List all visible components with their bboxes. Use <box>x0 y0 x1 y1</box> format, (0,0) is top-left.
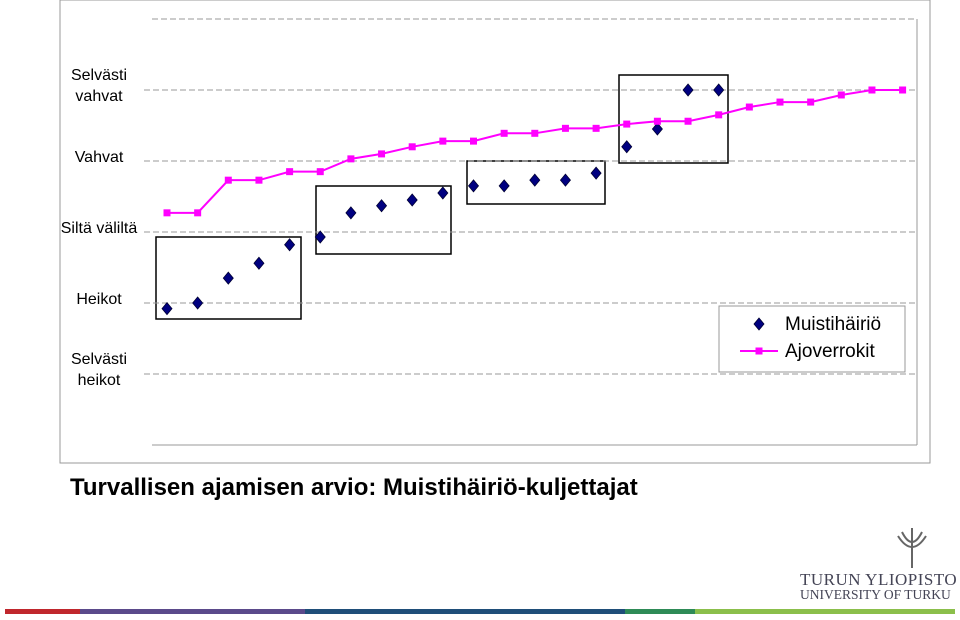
point <box>592 124 600 132</box>
point <box>561 124 569 132</box>
point <box>590 166 602 180</box>
point <box>376 199 388 213</box>
y-tick-label: Selvästi heikot <box>70 351 128 389</box>
point <box>837 91 845 99</box>
point <box>651 122 663 136</box>
point <box>163 209 171 217</box>
point <box>314 230 326 244</box>
point <box>715 111 723 119</box>
point <box>222 271 234 285</box>
point <box>437 186 449 200</box>
highlight-box <box>618 74 729 164</box>
point <box>653 117 661 125</box>
legend-marker <box>753 317 765 331</box>
y-tick-label: Siltä väliltä <box>60 219 138 237</box>
highlight-box <box>315 185 452 255</box>
point <box>316 168 324 176</box>
point <box>776 98 784 106</box>
series-line <box>167 89 903 214</box>
point <box>899 86 907 94</box>
point <box>406 193 418 207</box>
chart-frame <box>59 0 931 464</box>
point <box>713 83 725 97</box>
point <box>194 209 202 217</box>
point <box>621 140 633 154</box>
point <box>161 302 173 316</box>
point <box>224 176 232 184</box>
point <box>531 129 539 137</box>
point <box>529 173 541 187</box>
point <box>623 120 631 128</box>
legend-label: Muistihäiriö <box>785 314 881 335</box>
point <box>255 176 263 184</box>
point <box>345 206 357 220</box>
logo-emblem <box>897 528 927 568</box>
point <box>347 155 355 163</box>
point <box>439 137 447 145</box>
point <box>378 150 386 158</box>
point <box>559 173 571 187</box>
point <box>682 83 694 97</box>
point <box>470 137 477 145</box>
highlight-box <box>155 236 302 320</box>
slide-title: Turvallisen ajamisen arvio: Muistihäiriö… <box>70 474 638 501</box>
legend-marker <box>755 347 763 355</box>
point <box>684 117 692 125</box>
point <box>745 103 753 111</box>
y-tick-label: Heikot <box>76 290 122 308</box>
y-tick-label: Selvästi vahvat <box>70 67 128 105</box>
point <box>500 129 508 137</box>
point <box>192 296 204 310</box>
logo-text: UNIVERSITY OF TURKU <box>800 587 951 602</box>
logo-text: TURUN YLIOPISTO <box>800 570 958 589</box>
point <box>868 86 876 94</box>
point <box>253 256 265 270</box>
footer-bar <box>5 609 955 614</box>
point <box>498 179 510 193</box>
y-tick-label: Vahvat <box>74 148 124 166</box>
point <box>807 98 815 106</box>
point <box>286 168 294 176</box>
legend-box <box>718 305 906 373</box>
point <box>284 238 296 252</box>
point <box>467 179 480 193</box>
legend-label: Ajoverrokit <box>785 341 875 362</box>
point <box>408 143 416 151</box>
